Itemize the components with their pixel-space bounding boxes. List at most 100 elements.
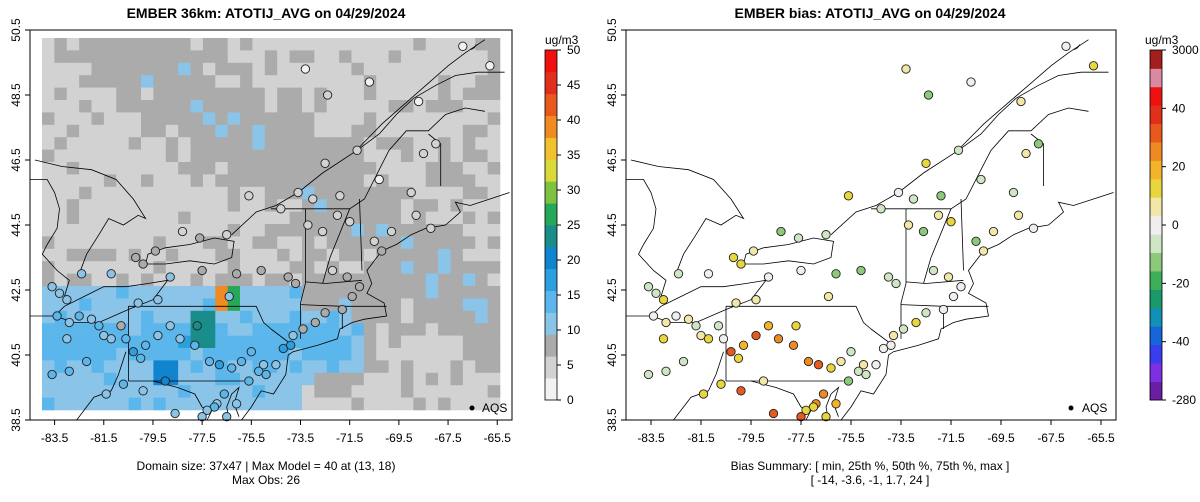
grid-cell (190, 199, 204, 212)
grid-cell (314, 124, 327, 138)
grid-cell (190, 149, 204, 163)
grid-cell (66, 38, 80, 51)
grid-cell (388, 112, 402, 126)
grid-cell (351, 261, 365, 274)
grid-cell (400, 310, 414, 324)
site-marker (651, 288, 661, 298)
grid-cell (128, 124, 142, 138)
grid-cell (116, 397, 129, 411)
grid-cell (388, 236, 402, 250)
grid-cell (116, 174, 129, 188)
grid-cell (363, 385, 377, 398)
grid-cell (425, 174, 439, 188)
boundary-line (900, 208, 907, 339)
grid-cell (103, 298, 117, 312)
caption-line-2: Max Obs: 26 (232, 473, 300, 487)
grid-cell (475, 199, 488, 212)
grid-cell (66, 261, 80, 274)
x-tick-label: -71.5 (937, 431, 965, 445)
grid-cell (165, 38, 179, 51)
grid-cell (128, 211, 142, 225)
x-tick-label: -69.5 (987, 431, 1015, 445)
grid-cell (450, 286, 464, 299)
site-marker (106, 269, 116, 279)
grid-cell (450, 397, 464, 411)
colorbar-tick-label: 25 (567, 218, 581, 232)
grid-cell (54, 50, 68, 64)
boundary-line (925, 279, 964, 284)
grid-cell (252, 162, 266, 175)
grid-cell (425, 310, 439, 324)
grid-cell (91, 211, 105, 225)
site-marker (106, 334, 116, 344)
grid-cell (475, 149, 488, 163)
grid-cell (277, 224, 290, 237)
grid-cell (116, 162, 129, 175)
grid-cell (215, 211, 228, 225)
grid-cell (252, 199, 266, 212)
grid-cell (339, 75, 352, 88)
grid-cell (66, 273, 80, 287)
grid-cell (91, 372, 105, 386)
site-marker (131, 252, 141, 263)
grid-cell (388, 38, 402, 51)
grid-cell (487, 211, 501, 225)
grid-cell (202, 75, 216, 88)
site-marker (846, 347, 856, 357)
grid-cell (450, 273, 464, 287)
grid-cell (301, 174, 315, 188)
colorbar-swatch (1150, 289, 1162, 309)
site-marker (165, 272, 175, 282)
grid-cell (363, 62, 377, 76)
grid-cell (91, 298, 105, 312)
grid-cell (339, 112, 352, 126)
grid-cell (79, 335, 92, 349)
site-marker (175, 334, 185, 344)
grid-cell (153, 385, 167, 398)
colorbar-swatch (545, 378, 557, 401)
site-marker (52, 311, 62, 321)
site-marker (332, 210, 343, 220)
grid-cell (153, 236, 167, 250)
grid-cell (388, 100, 402, 113)
grid-cell (425, 372, 439, 386)
grid-cell (425, 62, 439, 76)
site-marker (921, 158, 931, 168)
grid-cell (363, 100, 377, 113)
grid-cell (128, 137, 142, 150)
grid-cell (438, 112, 451, 126)
grid-cell (190, 385, 204, 398)
grid-cell (215, 124, 228, 138)
grid-cell (79, 100, 92, 113)
grid-cell (215, 50, 228, 64)
site-marker (320, 158, 330, 168)
grid-cell (301, 273, 315, 287)
x-tick-label: -77.5 (787, 431, 815, 445)
grid-cell (339, 261, 352, 274)
colorbar-swatch (545, 203, 557, 226)
grid-cell (413, 236, 427, 250)
grid-cell (450, 50, 464, 64)
colorbar-swatch (545, 225, 557, 248)
grid-cell (314, 38, 327, 51)
site-marker (836, 356, 846, 367)
grid-cell (339, 348, 352, 361)
grid-cell (351, 186, 365, 200)
colorbar-tick-label: 35 (567, 148, 581, 162)
grid-cell (425, 38, 439, 51)
site-marker (246, 347, 256, 357)
grid-cell (79, 38, 92, 51)
grid-cell (227, 323, 241, 336)
site-marker (298, 324, 308, 334)
grid-cell (438, 100, 451, 113)
site-marker (413, 96, 424, 107)
site-marker (821, 230, 831, 240)
grid-cell (128, 224, 142, 237)
grid-cell (400, 112, 414, 126)
grid-cell (215, 112, 228, 126)
grid-cell (128, 199, 142, 212)
grid-cell (462, 298, 476, 312)
site-marker (1033, 139, 1044, 149)
grid-cell (227, 149, 241, 163)
boundary-line (650, 279, 767, 323)
